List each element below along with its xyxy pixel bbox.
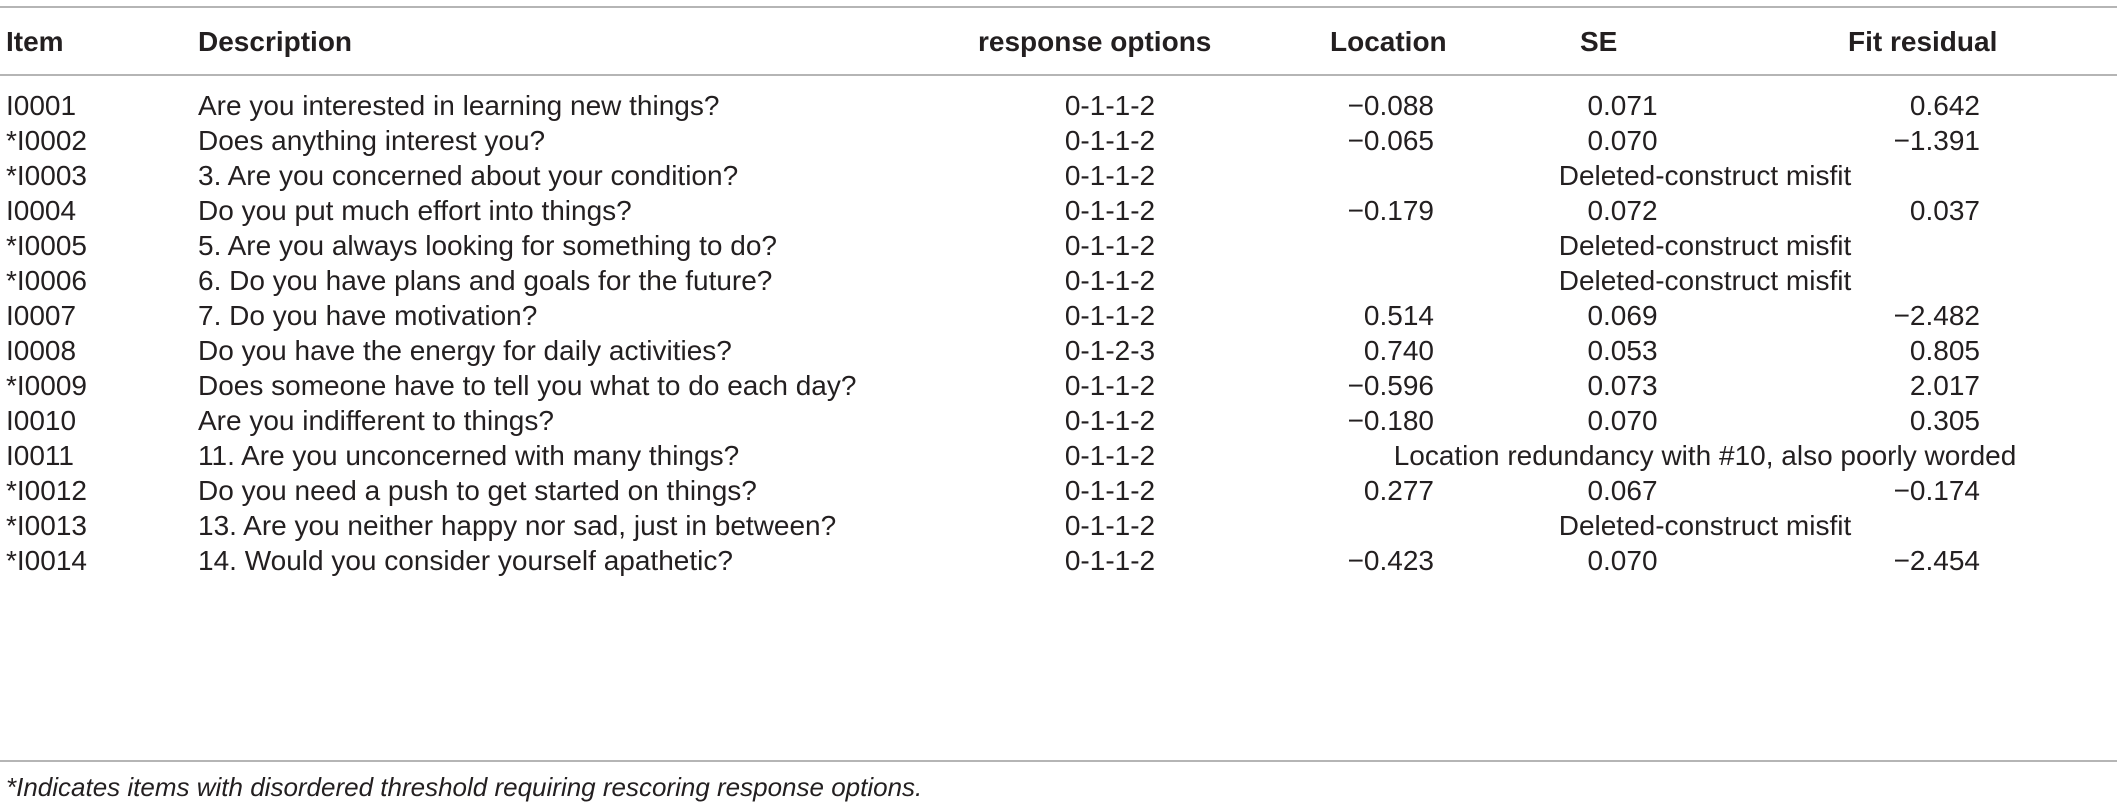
cell-fit-residual: −2.454 bbox=[1893, 545, 1980, 576]
table-row: *I0014 14. Would you consider yourself ap… bbox=[0, 537, 2117, 584]
cell-fit-residual: 0.642 bbox=[1909, 90, 1980, 121]
cell-item: *I0013 bbox=[6, 510, 87, 541]
cell-description: 7. Do you have motivation? bbox=[198, 300, 538, 331]
table-row: *I0006 6. Do you have plans and goals for… bbox=[0, 257, 2117, 304]
cell-item: I0004 bbox=[6, 195, 77, 226]
header-fit-residual: Fit residual bbox=[1848, 26, 1998, 57]
cell-se: 0.053 bbox=[1587, 335, 1658, 366]
cell-description: Does someone have to tell you what to do… bbox=[198, 370, 857, 401]
table-row: I0001 Are you interested in learning new … bbox=[0, 82, 2117, 129]
cell-location: −0.065 bbox=[1347, 125, 1434, 156]
cell-item: *I0003 bbox=[6, 160, 87, 191]
cell-se: 0.072 bbox=[1587, 195, 1658, 226]
table-row: I0007 7. Do you have motivation? 0-1-1-2 0.… bbox=[0, 292, 2117, 339]
cell-note: Deleted-construct misfit bbox=[1558, 265, 1852, 296]
cell-item: *I0006 bbox=[6, 265, 87, 296]
header-response-options: response options bbox=[978, 26, 1212, 57]
cell-description: Do you put much effort into things? bbox=[198, 195, 632, 226]
cell-description: Are you indifferent to things? bbox=[198, 405, 554, 436]
cell-item: *I0009 bbox=[6, 370, 87, 401]
cell-description: Does anything interest you? bbox=[198, 125, 546, 156]
cell-note: Deleted-construct misfit bbox=[1558, 160, 1852, 191]
cell-fit-residual: 0.805 bbox=[1909, 335, 1980, 366]
cell-fit-residual: −1.391 bbox=[1893, 125, 1980, 156]
cell-response-options: 0-1-1-2 bbox=[1064, 475, 1156, 506]
header-se: SE bbox=[1580, 26, 1618, 57]
cell-item: I0001 bbox=[6, 90, 77, 121]
cell-location: 0.740 bbox=[1363, 335, 1434, 366]
table-row: *I0009 Does someone have to tell you what… bbox=[0, 362, 2117, 409]
cell-item: I0010 bbox=[6, 405, 77, 436]
table-row: *I0003 3. Are you concerned about your co… bbox=[0, 152, 2117, 199]
cell-item: *I0014 bbox=[6, 545, 87, 576]
table-row: I0004 Do you put much effort into things?… bbox=[0, 187, 2117, 234]
cell-response-options: 0-1-2-3 bbox=[1064, 335, 1156, 366]
cell-fit-residual: −2.482 bbox=[1893, 300, 1980, 331]
cell-se: 0.071 bbox=[1587, 90, 1658, 121]
cell-description: 13. Are you neither happy nor sad, just … bbox=[198, 510, 837, 541]
cell-response-options: 0-1-1-2 bbox=[1064, 265, 1156, 296]
cell-se: 0.069 bbox=[1587, 300, 1658, 331]
table-footnote: *Indicates items with disordered thresho… bbox=[6, 772, 923, 802]
cell-location: 0.277 bbox=[1363, 475, 1434, 506]
cell-response-options: 0-1-1-2 bbox=[1064, 125, 1156, 156]
cell-item: I0011 bbox=[6, 440, 74, 471]
cell-response-options: 0-1-1-2 bbox=[1064, 300, 1156, 331]
cell-item: I0007 bbox=[6, 300, 77, 331]
cell-location: 0.514 bbox=[1363, 300, 1434, 331]
cell-response-options: 0-1-1-2 bbox=[1064, 90, 1156, 121]
cell-note: Deleted-construct misfit bbox=[1558, 230, 1852, 261]
table-row: *I0002 Does anything interest you? 0-1-1-2… bbox=[0, 117, 2117, 164]
cell-description: Do you need a push to get started on thi… bbox=[198, 475, 757, 506]
cell-location: −0.180 bbox=[1347, 405, 1434, 436]
cell-item: *I0002 bbox=[6, 125, 87, 156]
cell-response-options: 0-1-1-2 bbox=[1064, 405, 1156, 436]
cell-fit-residual: 0.037 bbox=[1909, 195, 1980, 226]
table-top-rule bbox=[0, 6, 2117, 8]
cell-fit-residual: −0.174 bbox=[1893, 475, 1980, 506]
table-row: *I0005 5. Are you always looking for some… bbox=[0, 222, 2117, 269]
table-bottom-rule bbox=[0, 760, 2117, 762]
cell-description: Are you interested in learning new thing… bbox=[198, 90, 720, 121]
table-row: I0011 11. Are you unconcerned with many t… bbox=[0, 432, 2117, 479]
cell-description: 3. Are you concerned about your conditio… bbox=[198, 160, 739, 191]
cell-description: 14. Would you consider yourself apatheti… bbox=[198, 545, 733, 576]
table-row: I0008 Do you have the energy for daily ac… bbox=[0, 327, 2117, 374]
table-header-row: Item Description response options Locati… bbox=[0, 18, 2117, 65]
cell-se: 0.067 bbox=[1587, 475, 1658, 506]
cell-fit-residual: 2.017 bbox=[1909, 370, 1980, 401]
cell-note: Deleted-construct misfit bbox=[1558, 510, 1852, 541]
cell-location: −0.596 bbox=[1347, 370, 1434, 401]
cell-item: *I0005 bbox=[6, 230, 87, 261]
table-header-rule bbox=[0, 74, 2117, 76]
cell-item: *I0012 bbox=[6, 475, 87, 506]
table-row: I0010 Are you indifferent to things? 0-1-1… bbox=[0, 397, 2117, 444]
cell-response-options: 0-1-1-2 bbox=[1064, 195, 1156, 226]
cell-se: 0.070 bbox=[1587, 405, 1658, 436]
cell-note: Location redundancy with #10, also poorl… bbox=[1393, 440, 2017, 471]
table-row: *I0012 Do you need a push to get started … bbox=[0, 467, 2117, 514]
cell-location: −0.423 bbox=[1347, 545, 1434, 576]
cell-se: 0.073 bbox=[1587, 370, 1658, 401]
cell-location: −0.179 bbox=[1347, 195, 1434, 226]
cell-location: −0.088 bbox=[1347, 90, 1434, 121]
cell-description: 5. Are you always looking for something … bbox=[198, 230, 778, 261]
header-description: Description bbox=[198, 26, 353, 57]
cell-se: 0.070 bbox=[1587, 125, 1658, 156]
table-row: *I0013 13. Are you neither happy nor sad,… bbox=[0, 502, 2117, 549]
cell-fit-residual: 0.305 bbox=[1909, 405, 1980, 436]
header-location: Location bbox=[1330, 26, 1447, 57]
header-item: Item bbox=[6, 26, 64, 57]
cell-response-options: 0-1-1-2 bbox=[1064, 440, 1156, 471]
cell-response-options: 0-1-1-2 bbox=[1064, 230, 1156, 261]
cell-description: Do you have the energy for daily activit… bbox=[198, 335, 732, 366]
cell-response-options: 0-1-1-2 bbox=[1064, 160, 1156, 191]
cell-item: I0008 bbox=[6, 335, 77, 366]
cell-response-options: 0-1-1-2 bbox=[1064, 545, 1156, 576]
cell-description: 11. Are you unconcerned with many things… bbox=[198, 440, 740, 471]
cell-se: 0.070 bbox=[1587, 545, 1658, 576]
cell-response-options: 0-1-1-2 bbox=[1064, 370, 1156, 401]
cell-response-options: 0-1-1-2 bbox=[1064, 510, 1156, 541]
cell-description: 6. Do you have plans and goals for the f… bbox=[198, 265, 773, 296]
